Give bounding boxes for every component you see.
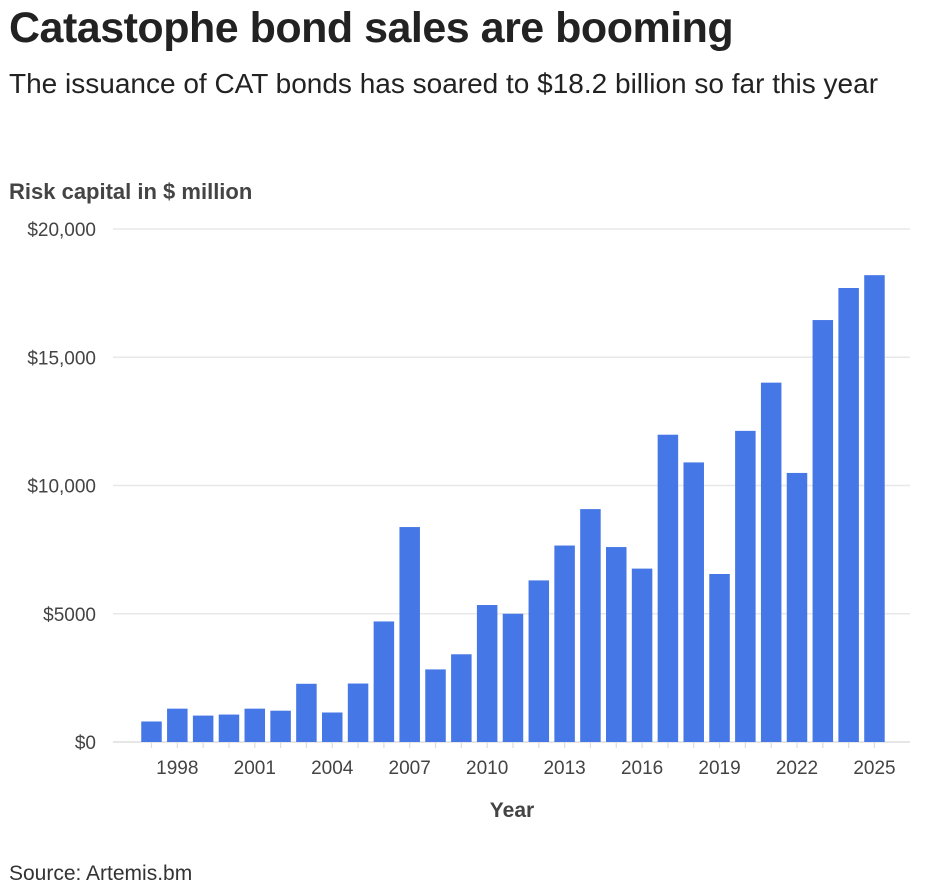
bar xyxy=(528,580,550,742)
bar xyxy=(218,714,240,742)
y-tick-label: $15,000 xyxy=(27,348,96,369)
y-tick-label: $0 xyxy=(75,733,96,754)
x-tick-label: 2019 xyxy=(698,758,740,779)
x-tick-label: 2010 xyxy=(466,758,508,779)
bar xyxy=(347,683,369,742)
bar xyxy=(244,708,266,742)
x-tick-label: 2004 xyxy=(311,758,354,779)
bar xyxy=(683,462,704,742)
bar xyxy=(580,509,601,742)
x-axis-label: Year xyxy=(490,799,534,822)
bar xyxy=(631,568,653,742)
x-tick-label: 2001 xyxy=(234,758,276,779)
bar xyxy=(321,712,343,742)
bar xyxy=(838,287,859,742)
source-note: Source: Artemis.bm xyxy=(9,862,193,885)
x-tick-label: 1998 xyxy=(156,758,198,779)
bar xyxy=(270,710,291,742)
bar xyxy=(709,573,730,742)
bar xyxy=(167,708,188,742)
bar xyxy=(735,430,756,742)
y-tick-label: $10,000 xyxy=(27,477,96,498)
bar xyxy=(141,721,162,742)
bar xyxy=(296,683,317,742)
bar xyxy=(786,472,808,742)
bar xyxy=(864,275,885,742)
x-axis-ticks: 1998 2001 2004 2007 2010 2013 2016 2019 2022 2025 xyxy=(150,742,896,779)
bar xyxy=(657,434,679,742)
x-tick-label: 2013 xyxy=(543,758,585,779)
y-axis-label: Risk capital in $ million xyxy=(9,179,253,204)
bar xyxy=(502,613,524,742)
chart-title: Catastophe bond sales are booming xyxy=(9,4,734,52)
bar xyxy=(476,605,498,742)
chart-subtitle: The issuance of CAT bonds has soared to … xyxy=(9,68,879,99)
bar xyxy=(554,545,575,742)
x-tick-label: 2016 xyxy=(621,758,663,779)
bar xyxy=(451,654,472,742)
bar xyxy=(373,621,395,742)
y-tick-label: $20,000 xyxy=(27,220,96,241)
bar xyxy=(760,382,782,742)
y-axis-ticks: $0 $5000 $10,000 $15,000 $20,000 xyxy=(27,220,96,754)
bar xyxy=(606,547,627,742)
bars xyxy=(141,275,885,742)
y-tick-label: $5000 xyxy=(43,605,96,626)
x-tick-label: 2022 xyxy=(776,758,818,779)
bar xyxy=(812,320,834,742)
x-tick-label: 2025 xyxy=(853,758,895,779)
bar xyxy=(192,715,214,742)
bar xyxy=(425,669,446,742)
x-tick-label: 2007 xyxy=(389,758,431,779)
bar xyxy=(399,527,420,742)
